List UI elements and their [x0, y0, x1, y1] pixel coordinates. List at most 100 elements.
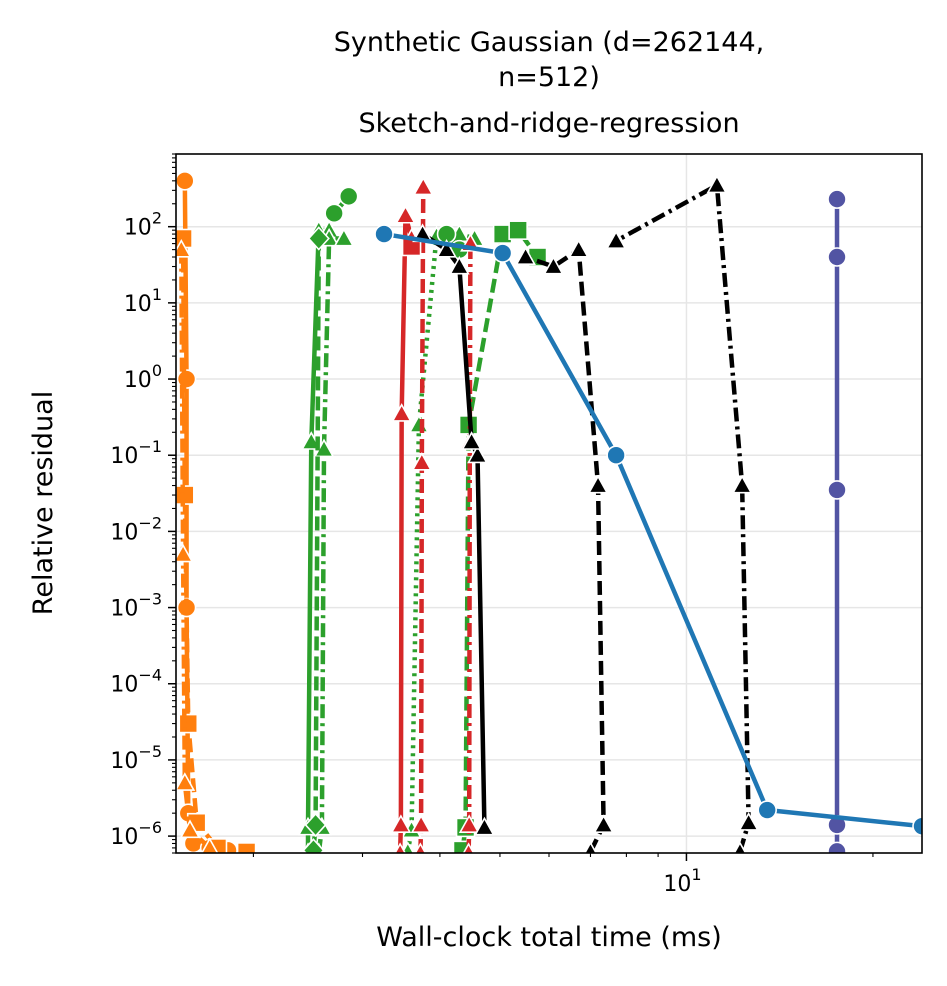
circle-marker	[757, 800, 777, 820]
triangle-marker	[200, 837, 219, 853]
y-tick-label: 10−4	[110, 666, 162, 698]
triangle-marker	[462, 842, 475, 853]
y-tick-base: 10	[110, 444, 138, 469]
y-tick-exponent: −6	[138, 818, 162, 837]
x-tick-base: 10	[663, 872, 691, 897]
circle-marker	[606, 445, 626, 466]
triangle-marker	[458, 814, 480, 833]
series-3	[324, 186, 359, 224]
diamond-marker	[304, 812, 327, 838]
series-line	[418, 187, 426, 853]
triangle-marker	[731, 474, 753, 494]
triangle-marker	[605, 230, 627, 249]
y-tick-label: 100	[124, 361, 162, 393]
y-tick-label: 102	[124, 209, 162, 241]
circle-marker	[176, 171, 195, 191]
triangle-marker	[593, 814, 614, 833]
circle-marker	[338, 186, 359, 207]
y-tick-exponent: 2	[152, 209, 162, 228]
triangle-marker	[461, 431, 482, 450]
y-tick-exponent: −3	[138, 590, 162, 609]
circle-marker	[827, 247, 847, 267]
y-tick-exponent: −4	[138, 666, 162, 685]
y-tick-exponent: −5	[138, 742, 162, 761]
triangle-marker	[738, 812, 759, 831]
triangle-marker	[733, 841, 747, 853]
circle-marker	[827, 841, 847, 853]
circle-marker	[374, 224, 394, 244]
diamond-marker	[302, 838, 325, 853]
grid	[176, 154, 922, 853]
square-marker	[236, 842, 257, 853]
triangle-marker	[390, 814, 412, 833]
triangle-marker	[436, 238, 457, 258]
y-axis-label: Relative residual	[28, 391, 59, 615]
y-tick-exponent: −1	[138, 437, 162, 456]
triangle-marker	[414, 842, 427, 853]
square-marker	[508, 220, 528, 240]
series-6	[302, 226, 330, 853]
diamond-marker	[307, 226, 330, 251]
triangle-marker	[395, 204, 416, 224]
triangle-marker	[411, 451, 433, 471]
y-tick-label: 101	[124, 285, 162, 317]
triangle-marker	[706, 174, 728, 194]
series-line	[524, 247, 606, 853]
series-layer	[176, 171, 922, 853]
chart-title-line-2: n=512)	[498, 62, 600, 93]
triangle-marker	[474, 816, 495, 836]
circle-marker	[492, 243, 513, 263]
y-tick-exponent: 0	[152, 361, 162, 380]
triangle-marker	[410, 814, 432, 833]
circle-marker	[827, 480, 847, 500]
series-line	[466, 243, 473, 853]
y-tick-base: 10	[110, 520, 138, 545]
x-tick-label: 101	[663, 865, 701, 897]
triangle-marker	[408, 414, 430, 433]
triangle-marker	[467, 444, 488, 464]
y-tick-base: 10	[124, 216, 152, 241]
triangle-marker	[543, 255, 564, 275]
triangle-marker	[449, 255, 470, 275]
series-11	[410, 176, 434, 853]
x-axis-label: Wall-clock total time (ms)	[376, 922, 722, 953]
y-tick-label: 10−3	[110, 590, 162, 622]
series-line	[397, 213, 414, 853]
series-16	[605, 174, 759, 853]
triangle-marker	[568, 238, 590, 258]
series-2	[176, 238, 219, 853]
y-tick-label: 10−6	[110, 818, 162, 850]
y-tick-base: 10	[110, 825, 138, 850]
plot-frame	[175, 153, 923, 854]
y-tick-base: 10	[110, 749, 138, 774]
series-10	[390, 204, 422, 853]
chart-title-line-1: Synthetic Gaussian (d=262144,	[334, 27, 764, 58]
circle-marker	[827, 189, 847, 209]
triangle-marker	[394, 842, 407, 853]
series-15	[515, 238, 614, 853]
y-tick-label: 10−1	[110, 437, 162, 469]
y-tick-base: 10	[124, 292, 152, 317]
triangle-marker	[412, 176, 434, 196]
series-14	[412, 223, 495, 836]
series-line	[316, 236, 344, 853]
y-tick-base: 10	[110, 597, 138, 622]
triangle-marker	[391, 403, 413, 422]
y-tick-base: 10	[124, 368, 152, 393]
series-17	[827, 189, 847, 853]
triangle-marker	[587, 474, 609, 494]
square-marker	[178, 713, 199, 734]
y-tick-exponent: −2	[138, 513, 162, 532]
triangle-marker	[515, 246, 536, 266]
series-18	[374, 224, 922, 836]
triangle-marker	[176, 238, 192, 258]
x-tick-exponent: 1	[691, 865, 701, 884]
chart-title-line-3: Sketch-and-ridge-regression	[358, 108, 739, 139]
triangle-marker	[179, 819, 201, 839]
circle-marker	[912, 816, 922, 836]
triangle-marker	[333, 227, 355, 247]
y-tick-label: 10−2	[110, 513, 162, 545]
